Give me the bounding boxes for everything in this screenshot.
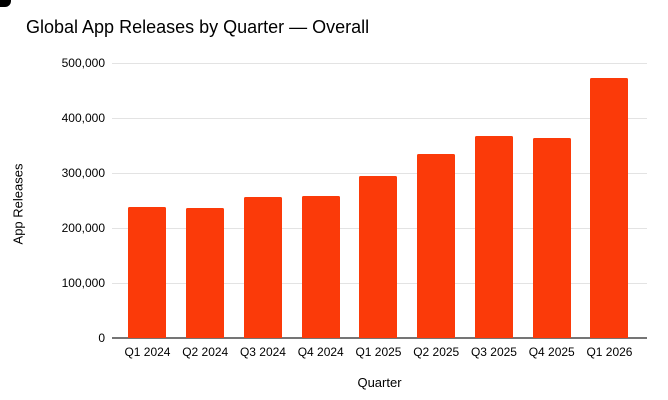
gridline bbox=[112, 63, 647, 64]
y-tick-label: 100,000 bbox=[61, 276, 105, 290]
y-tick-label: 500,000 bbox=[61, 56, 105, 70]
screenshot-corner-artifact bbox=[0, 0, 11, 7]
y-tick-label: 200,000 bbox=[61, 221, 105, 235]
x-tick-label: Q3 2025 bbox=[470, 345, 517, 359]
bar-q3-2025[interactable] bbox=[474, 136, 513, 338]
x-tick-label: Q4 2024 bbox=[297, 345, 344, 359]
x-tick-label: Q2 2024 bbox=[182, 345, 229, 359]
bar-q1-2026[interactable] bbox=[590, 78, 629, 338]
x-axis-baseline bbox=[112, 337, 647, 339]
x-tick-label: Q2 2025 bbox=[413, 345, 460, 359]
chart-title: Global App Releases by Quarter — Overall bbox=[26, 17, 370, 37]
bar-q1-2025[interactable] bbox=[359, 176, 398, 338]
bar-q4-2025[interactable] bbox=[532, 138, 571, 338]
bar-q3-2024[interactable] bbox=[243, 197, 282, 338]
y-tick-label: 0 bbox=[98, 331, 105, 345]
x-tick-label: Q3 2024 bbox=[239, 345, 286, 359]
gridline bbox=[112, 118, 647, 119]
bar-q4-2024[interactable] bbox=[301, 196, 340, 338]
x-tick-label: Q4 2025 bbox=[528, 345, 575, 359]
y-tick-label: 300,000 bbox=[61, 166, 105, 180]
x-tick-label: Q1 2024 bbox=[124, 345, 171, 359]
bar-q2-2025[interactable] bbox=[417, 153, 456, 338]
x-axis-title: Quarter bbox=[357, 375, 402, 390]
y-tick-label: 400,000 bbox=[61, 111, 105, 125]
x-tick-label: Q1 2025 bbox=[355, 345, 402, 359]
x-tick-label: Q1 2026 bbox=[586, 345, 633, 359]
gridline bbox=[112, 173, 647, 174]
bar-q1-2024[interactable] bbox=[128, 207, 167, 338]
bar-q2-2024[interactable] bbox=[186, 208, 225, 338]
